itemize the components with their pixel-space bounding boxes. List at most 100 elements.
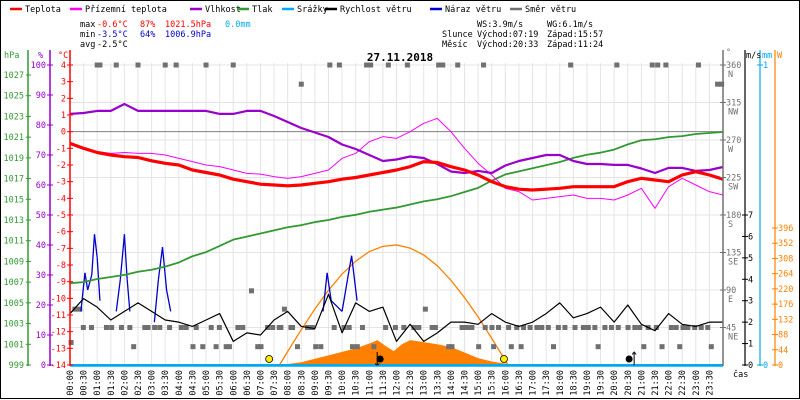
- temperature-tick-label: -13: [51, 344, 66, 354]
- wind-direction-point: [680, 325, 686, 330]
- wind-direction-point: [80, 325, 86, 330]
- wind-tick-label: 0: [748, 361, 753, 371]
- wind-direction-point: [97, 62, 103, 68]
- wind-direction-point: [200, 344, 206, 350]
- solar-tick-label: 88: [778, 331, 788, 341]
- stat-min-pressure: 1006.9hPa: [165, 30, 211, 40]
- x-tick-label: 16:30: [515, 370, 525, 396]
- sunrise-time: Východ:07:19: [477, 30, 538, 40]
- humidity-tick-label: 60: [36, 181, 46, 191]
- wind-direction-point: [385, 62, 391, 68]
- solar-tick-label: 132: [778, 315, 793, 325]
- wind-gust-segment: [346, 255, 353, 280]
- wind-direction-point: [223, 344, 229, 350]
- wind-direction-point: [469, 325, 475, 330]
- x-tick-label: 21:30: [651, 370, 661, 396]
- x-tick-label: 01:30: [107, 370, 117, 396]
- temperature-tick-label: -11: [51, 311, 66, 321]
- wind-direction-point: [696, 62, 702, 68]
- pressure-tick-label: 1021: [4, 133, 24, 143]
- legend-label: Směr větru: [525, 5, 576, 15]
- wind-direction-point: [459, 325, 465, 330]
- temperature-tick-label: -10: [51, 294, 66, 304]
- wind-direction-point: [464, 325, 470, 330]
- wind-gust-segment: [126, 279, 131, 312]
- wind-direction-point: [514, 325, 520, 330]
- wind-direction-point: [135, 62, 141, 68]
- wind-direction-point: [258, 344, 264, 350]
- pressure-tick-label: 1023: [4, 112, 24, 122]
- direction-tick-label: 180: [726, 211, 741, 221]
- wind-direction-point: [705, 325, 711, 330]
- wind-direction-point: [673, 325, 679, 330]
- stat-max-pressure: 1021.5hPa: [165, 20, 211, 30]
- wind-direction-point: [127, 325, 133, 330]
- x-tick-label: 18:00: [556, 370, 566, 396]
- wind-direction-point: [349, 344, 355, 350]
- wind-direction-point: [641, 344, 647, 350]
- x-tick-label: 19:00: [583, 370, 593, 396]
- x-tick-label: 02:00: [120, 370, 130, 396]
- x-tick-label: 10:00: [338, 370, 348, 396]
- wind-direction-point: [572, 325, 578, 330]
- wind-direction-point: [162, 62, 168, 68]
- wind-gust-segment: [80, 272, 86, 312]
- wind-direction-point: [327, 62, 333, 68]
- wind-direction-point: [131, 344, 137, 350]
- grid: [69, 63, 724, 365]
- wind-gust-segment: [330, 300, 343, 312]
- temperature-line: [69, 141, 724, 192]
- humidity-tick-label: 0: [41, 361, 46, 371]
- wind-direction-point: [496, 325, 502, 330]
- wind-direction-point: [411, 325, 417, 330]
- wind-direction-point: [449, 344, 455, 350]
- moonset-moon-icon: [376, 355, 384, 363]
- wind-direction-point: [663, 62, 669, 68]
- pressure-tick-label: 1001: [4, 340, 24, 350]
- x-tick-label: 14:30: [461, 370, 471, 396]
- humidity-tick-label: 50: [36, 211, 46, 221]
- wind-direction-point: [336, 62, 342, 68]
- humidity-tick-label: 70: [36, 151, 46, 161]
- temperature-tick-label: 0: [61, 128, 66, 138]
- wind-direction-point: [290, 325, 296, 330]
- x-tick-label: 13:00: [420, 370, 430, 396]
- axes: hPa% °C ° m/s mm W999100110031005100710091011…: [4, 48, 794, 396]
- wind-direction-point: [203, 62, 209, 68]
- x-tick-label: 12:00: [393, 370, 403, 396]
- humidity-tick-label: 30: [36, 271, 46, 281]
- temperature-tick-label: -9: [56, 278, 66, 288]
- pressure-tick-label: 1027: [4, 71, 24, 81]
- wind-direction-point: [359, 325, 365, 330]
- temperature-tick-label: -12: [51, 328, 66, 338]
- wind-direction-point: [708, 344, 714, 350]
- x-tick-label: 10:30: [352, 370, 362, 396]
- wind-direction-point: [476, 344, 482, 350]
- wind-direction-point: [216, 325, 222, 330]
- wind-direction-point: [183, 325, 189, 330]
- wind-tick-label: 5: [748, 254, 753, 264]
- wind-gust-segment: [161, 247, 168, 291]
- x-tick-label: 15:00: [474, 370, 484, 396]
- direction-compass-label: NW: [728, 108, 739, 118]
- humidity-tick-label: 80: [36, 121, 46, 131]
- stat-min-temp: -3.5°C: [97, 30, 128, 40]
- wind-direction-point: [226, 344, 232, 350]
- stat-wind-gust: WG:6.1m/s: [547, 20, 593, 30]
- temperature-tick-label: 4: [61, 61, 66, 71]
- wind-direction-point: [270, 325, 276, 330]
- wind-direction-point: [550, 344, 556, 350]
- wind-direction-point: [585, 325, 591, 330]
- temperature-tick-label: -4: [56, 194, 66, 204]
- rain-tick-label: 0: [763, 361, 768, 371]
- wind-direction-point: [383, 325, 389, 330]
- wind-direction-point: [213, 344, 219, 350]
- wind-gust-segment: [350, 255, 358, 301]
- temperature-tick-label: -1: [56, 144, 66, 154]
- wind-direction-point: [240, 325, 246, 330]
- sunset-time: Západ:15:57: [547, 30, 603, 40]
- solar-tick-label: 44: [778, 346, 788, 356]
- wind-direction-point: [534, 325, 540, 330]
- wind-direction-point: [625, 325, 631, 330]
- temperature-tick-label: -14: [51, 361, 66, 371]
